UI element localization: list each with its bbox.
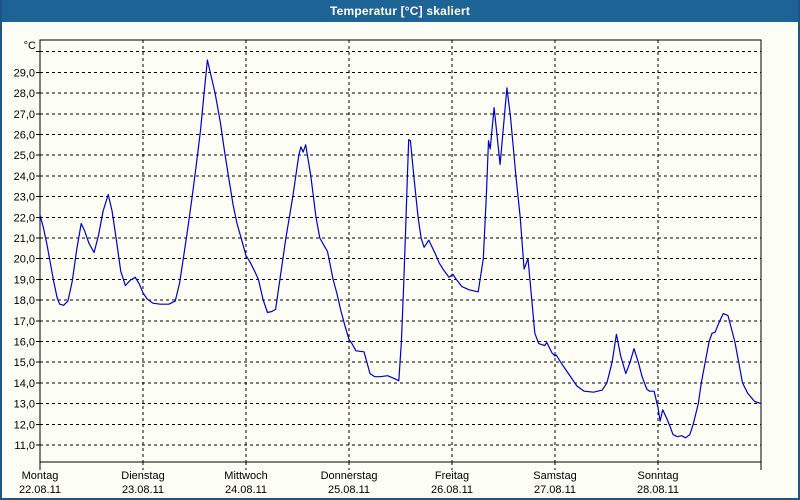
y-tick-label: 21,0: [14, 233, 35, 245]
y-tick-label: 12,0: [14, 419, 35, 431]
y-tick-label: 26,0: [14, 130, 35, 142]
y-tick-label: 18,0: [14, 295, 35, 307]
x-date-label: 26.08.11: [431, 484, 473, 496]
x-day-label: Montag: [22, 470, 59, 482]
chart-title: Temperatur [°C] skaliert: [329, 4, 471, 18]
y-tick-label: 14,0: [14, 378, 35, 390]
title-bar: Temperatur [°C] skaliert: [0, 0, 800, 22]
y-tick-label: 24,0: [14, 171, 35, 183]
y-tick-label: 15,0: [14, 357, 35, 369]
x-date-label: 28.08.11: [637, 484, 679, 496]
x-date-label: 22.08.11: [19, 484, 61, 496]
x-day-label: Mittwoch: [224, 470, 267, 482]
y-tick-label: 19,0: [14, 274, 35, 286]
y-tick-label: 28,0: [14, 88, 35, 100]
y-tick-label: 25,0: [14, 150, 35, 162]
x-date-label: 27.08.11: [534, 484, 576, 496]
x-date-label: 25.08.11: [328, 484, 370, 496]
x-day-label: Sonntag: [638, 470, 679, 482]
window-frame-right: [798, 0, 800, 500]
y-tick-label: 27,0: [14, 109, 35, 121]
y-tick-label: 11,0: [14, 440, 35, 452]
plot-border: [39, 39, 762, 463]
y-tick-label: 23,0: [14, 192, 35, 204]
window-frame-bottom: [0, 498, 800, 500]
y-tick-label: 20,0: [14, 254, 35, 266]
x-day-label: Donnerstag: [321, 470, 378, 482]
y-tick-label: 17,0: [14, 316, 35, 328]
window-frame-left: [0, 0, 2, 500]
x-day-label: Freitag: [435, 470, 469, 482]
y-tick-label: 29,0: [14, 67, 35, 79]
x-date-label: 24.08.11: [225, 484, 267, 496]
temperature-series-line: [39, 59, 762, 439]
x-day-label: Samstag: [533, 470, 576, 482]
x-date-label: 23.08.11: [122, 484, 164, 496]
y-tick-label: 16,0: [14, 337, 35, 349]
y-tick-label: 13,0: [14, 399, 35, 411]
y-tick-label: 22,0: [14, 212, 35, 224]
y-axis-unit-label: °C: [24, 40, 36, 52]
x-day-label: Dienstag: [121, 470, 164, 482]
